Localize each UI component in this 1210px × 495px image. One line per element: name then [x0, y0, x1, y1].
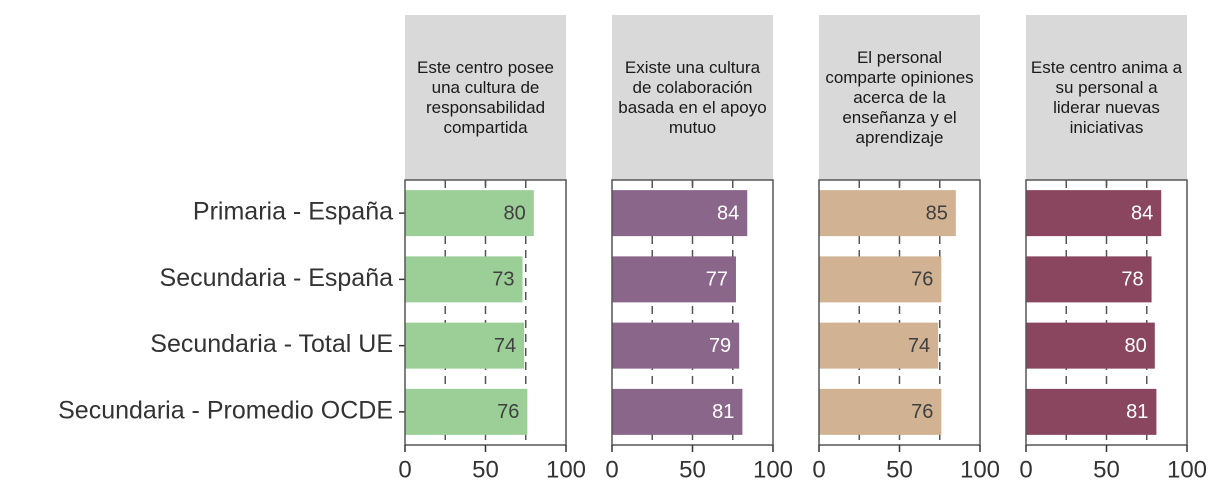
- panel-title: Este centro posee una cultura de respons…: [416, 57, 555, 137]
- strip-background: [1026, 15, 1187, 180]
- panel-title: Este centro anima a su personal a lidera…: [1030, 57, 1183, 137]
- value-label: 80: [504, 202, 526, 224]
- value-label: 77: [706, 269, 728, 291]
- bar: [612, 256, 736, 303]
- panel-title: El personal comparte opiniones acerca de…: [825, 47, 974, 147]
- value-label: 78: [1121, 269, 1143, 291]
- strip-background: [819, 15, 980, 180]
- y-tick-label: Secundaria - España: [160, 264, 394, 292]
- x-tick-label: 100: [960, 456, 1000, 483]
- bar: [612, 190, 748, 237]
- bar: [1026, 322, 1155, 369]
- value-label: 74: [494, 335, 516, 357]
- value-label: 76: [497, 401, 519, 423]
- bar: [612, 322, 740, 369]
- value-label: 74: [908, 335, 930, 357]
- value-label: 73: [492, 269, 514, 291]
- x-tick-label: 50: [886, 456, 913, 483]
- bar: [819, 190, 956, 237]
- x-tick-label: 0: [1019, 456, 1032, 483]
- value-label: 81: [1126, 401, 1148, 423]
- x-tick-label: 0: [398, 456, 411, 483]
- value-label: 85: [926, 202, 948, 224]
- x-tick-label: 50: [1093, 456, 1120, 483]
- bar: [819, 256, 942, 303]
- bar: [405, 256, 523, 303]
- bar: [405, 388, 528, 435]
- x-tick-label: 0: [812, 456, 825, 483]
- strip-background: [612, 15, 773, 180]
- bar: [612, 388, 743, 435]
- value-label: 79: [709, 335, 731, 357]
- bar: [819, 388, 942, 435]
- x-tick-label: 100: [753, 456, 793, 483]
- panel-title: Existe una cultura de colaboración basad…: [618, 57, 767, 137]
- bar: [1026, 388, 1157, 435]
- y-tick-label: Primaria - España: [193, 198, 393, 226]
- bar: [1026, 190, 1162, 237]
- value-label: 76: [911, 401, 933, 423]
- value-label: 80: [1125, 335, 1147, 357]
- value-label: 76: [911, 269, 933, 291]
- bar: [405, 322, 525, 369]
- x-tick-label: 100: [546, 456, 586, 483]
- x-tick-label: 50: [472, 456, 499, 483]
- strip-background: [405, 15, 566, 180]
- bar: [405, 190, 534, 237]
- y-tick-label: Secundaria - Promedio OCDE: [58, 396, 393, 424]
- value-label: 84: [717, 202, 739, 224]
- y-tick-label: Secundaria - Total UE: [150, 330, 393, 358]
- bar: [1026, 256, 1152, 303]
- x-tick-label: 50: [679, 456, 706, 483]
- value-label: 81: [712, 401, 734, 423]
- bar: [819, 322, 939, 369]
- value-label: 84: [1131, 202, 1153, 224]
- x-tick-label: 100: [1167, 456, 1207, 483]
- x-tick-label: 0: [605, 456, 618, 483]
